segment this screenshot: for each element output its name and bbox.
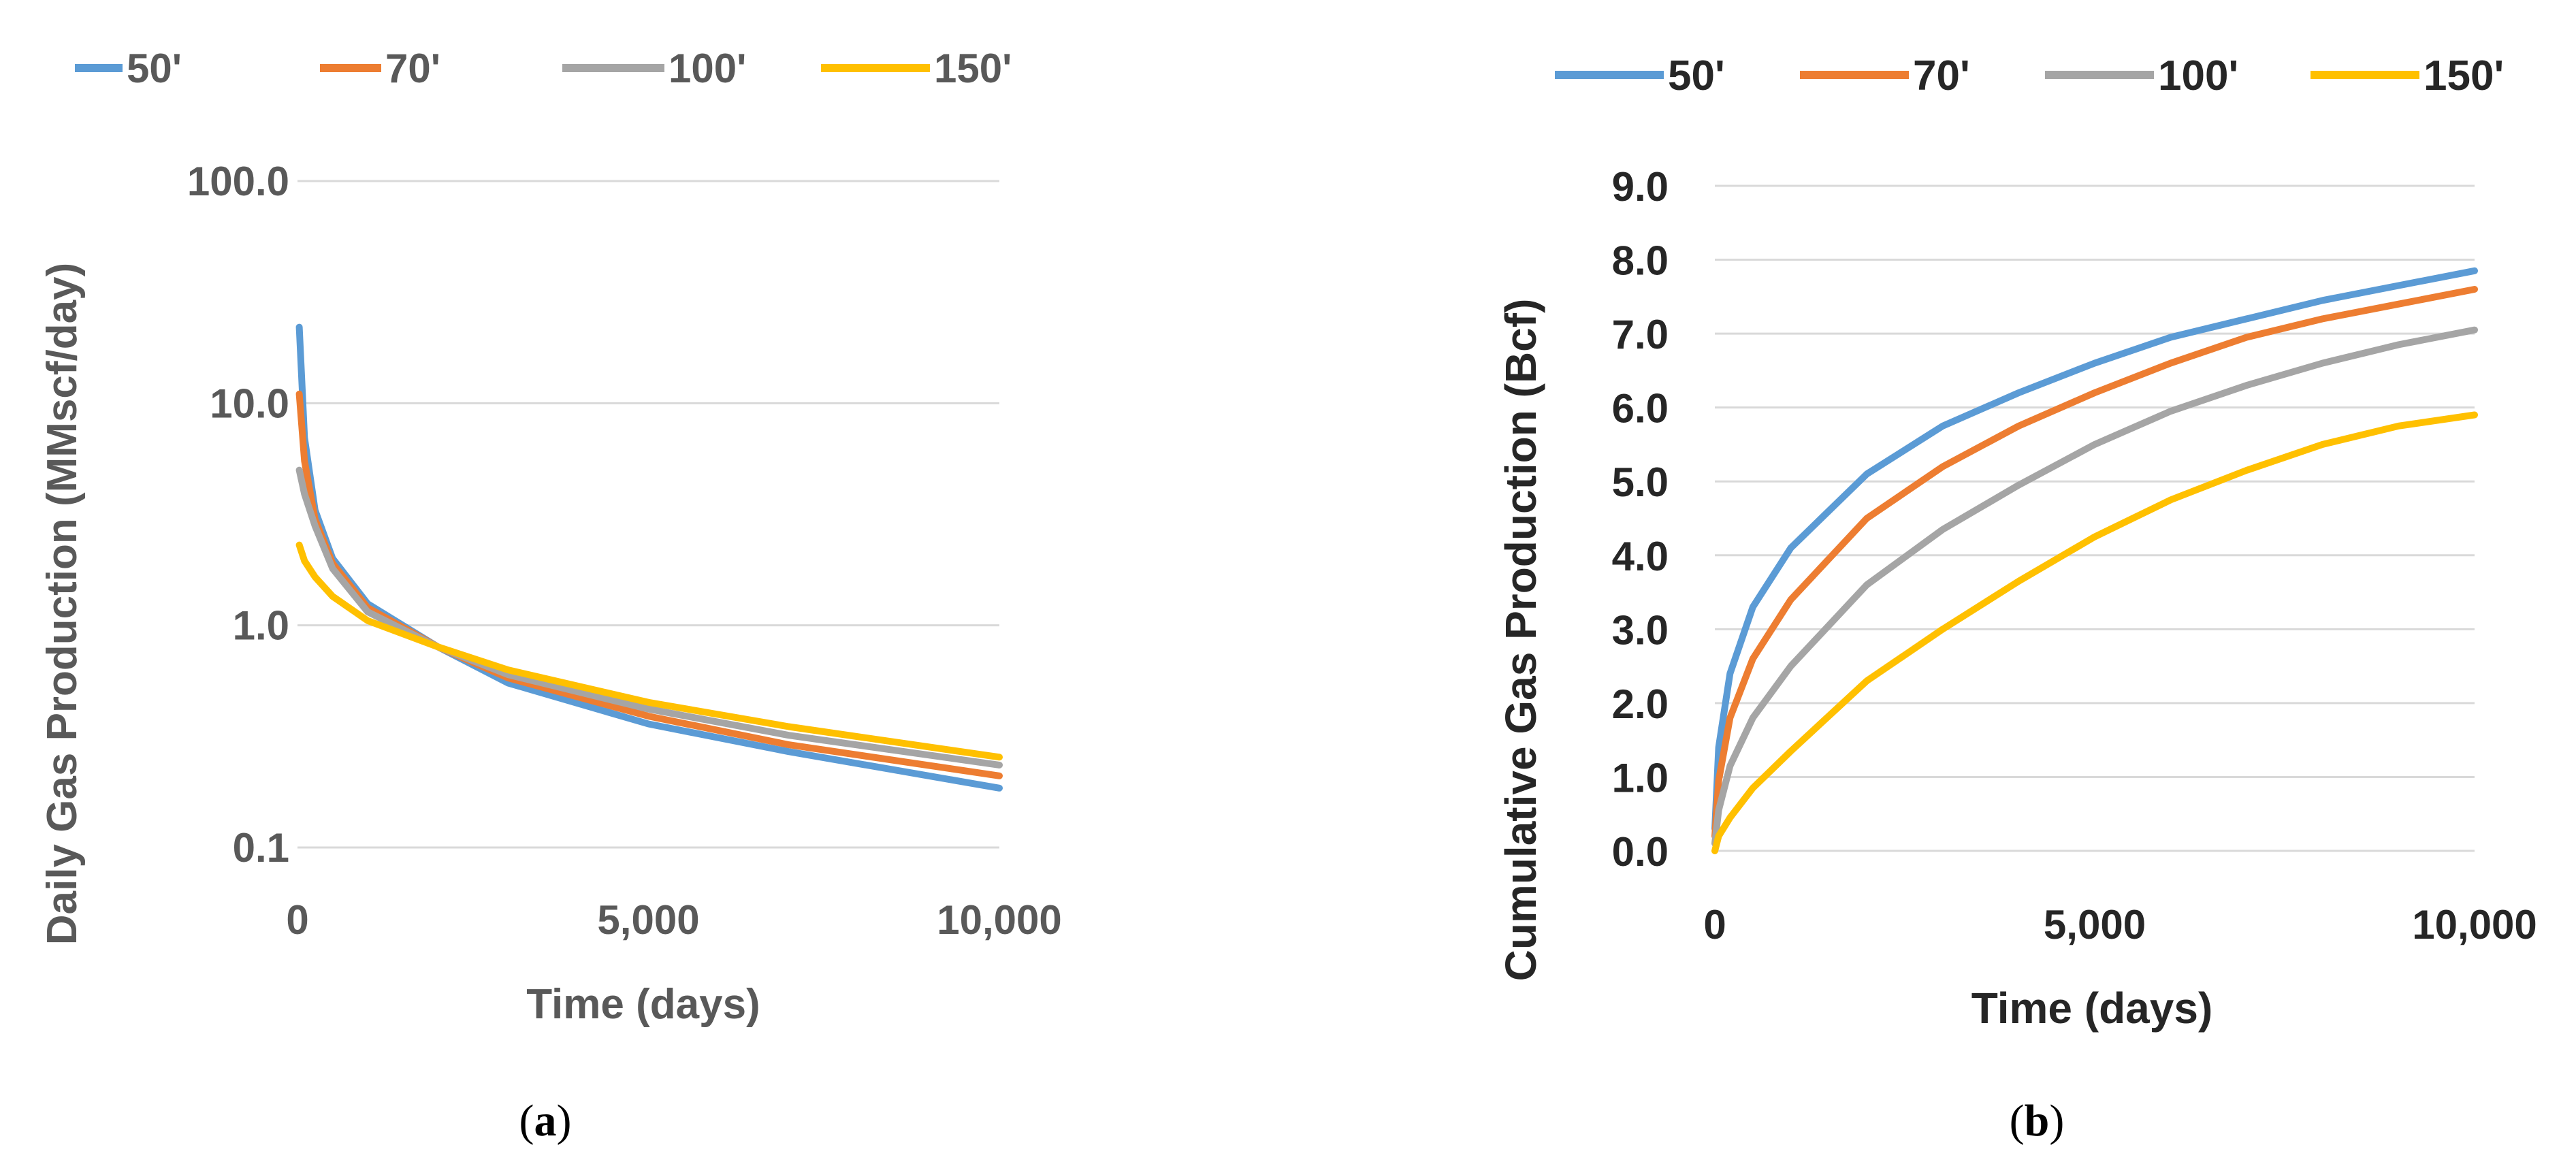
legend-label-50: 50' — [127, 46, 182, 91]
chart-a-caption: (a) — [519, 1096, 572, 1146]
y-tick-label: 6.0 — [1612, 386, 1669, 432]
chart-b-gridlines — [1715, 184, 2475, 852]
chart-b-caption: (b) — [2010, 1096, 2065, 1146]
chart-b-x-tick-labels: 0 5,000 10,000 — [1703, 902, 2537, 948]
y-tick-label: 10.0 — [210, 381, 289, 426]
chart-b-x-axis-title: Time (days) — [1971, 984, 2213, 1033]
y-tick-label: 1.0 — [1612, 755, 1669, 801]
chart-a-series-lines — [295, 323, 1003, 792]
chart-b-legend: 50' 70' 100' 150' — [1555, 52, 2504, 99]
series-line-150 — [1711, 411, 2478, 854]
chart-a-x-tick-labels: 0 5,000 10,000 — [286, 897, 1061, 943]
y-tick-label: 5.0 — [1612, 459, 1669, 505]
x-tick-label: 5,000 — [597, 897, 699, 943]
x-tick-label: 10,000 — [937, 897, 1062, 943]
y-tick-label: 2.0 — [1612, 681, 1669, 727]
series-line-70 — [1711, 286, 2478, 840]
y-tick-label: 1.0 — [233, 603, 289, 649]
series-line-100 — [1711, 326, 2478, 847]
x-tick-label: 5,000 — [2044, 902, 2146, 948]
chart-a-gridlines — [297, 180, 999, 849]
chart-b-cumulative-gas-production: 50' 70' 100' 150' 0.0 1.0 2.0 3.0 4.0 5.0 6.0 7… — [1496, 52, 2537, 1146]
legend-label-70: 70' — [385, 46, 440, 91]
chart-a-y-axis-title: Daily Gas Production (MMscf/day) — [39, 263, 86, 945]
series-line-100 — [295, 466, 1003, 769]
y-tick-label: 100.0 — [187, 159, 289, 204]
legend-label-150: 150' — [934, 46, 1012, 91]
series-line-70 — [295, 390, 1003, 779]
chart-b-series-lines — [1711, 267, 2478, 854]
x-tick-label: 10,000 — [2412, 902, 2537, 948]
y-tick-label: 0.0 — [1612, 829, 1669, 875]
series-line-50 — [1711, 267, 2478, 832]
legend-label-70: 70' — [1913, 52, 1970, 99]
legend-label-100: 100' — [669, 46, 746, 91]
chart-a-x-axis-title: Time (days) — [526, 981, 760, 1028]
x-tick-label: 0 — [1703, 902, 1726, 948]
y-tick-label: 9.0 — [1612, 164, 1669, 210]
y-tick-label: 0.1 — [233, 825, 289, 871]
legend-label-100: 100' — [2158, 52, 2238, 99]
legend-label-150: 150' — [2424, 52, 2504, 99]
legend-label-50: 50' — [1668, 52, 1725, 99]
x-tick-label: 0 — [286, 897, 308, 943]
y-tick-label: 3.0 — [1612, 607, 1669, 653]
series-line-150 — [295, 541, 1003, 761]
chart-b-y-tick-labels: 0.0 1.0 2.0 3.0 4.0 5.0 6.0 7.0 8.0 9.0 — [1612, 164, 1669, 875]
chart-a-daily-gas-production: 50' 70' 100' 150' 0.1 1.0 10.0 100.0 0 5,000… — [39, 46, 1062, 1146]
y-tick-label: 4.0 — [1612, 534, 1669, 579]
chart-b-y-axis-title: Cumulative Gas Production (Bcf) — [1496, 299, 1545, 982]
chart-a-legend: 50' 70' 100' 150' — [75, 46, 1012, 91]
y-tick-label: 7.0 — [1612, 312, 1669, 357]
y-tick-label: 8.0 — [1612, 238, 1669, 284]
chart-a-y-tick-labels: 0.1 1.0 10.0 100.0 — [187, 159, 289, 871]
